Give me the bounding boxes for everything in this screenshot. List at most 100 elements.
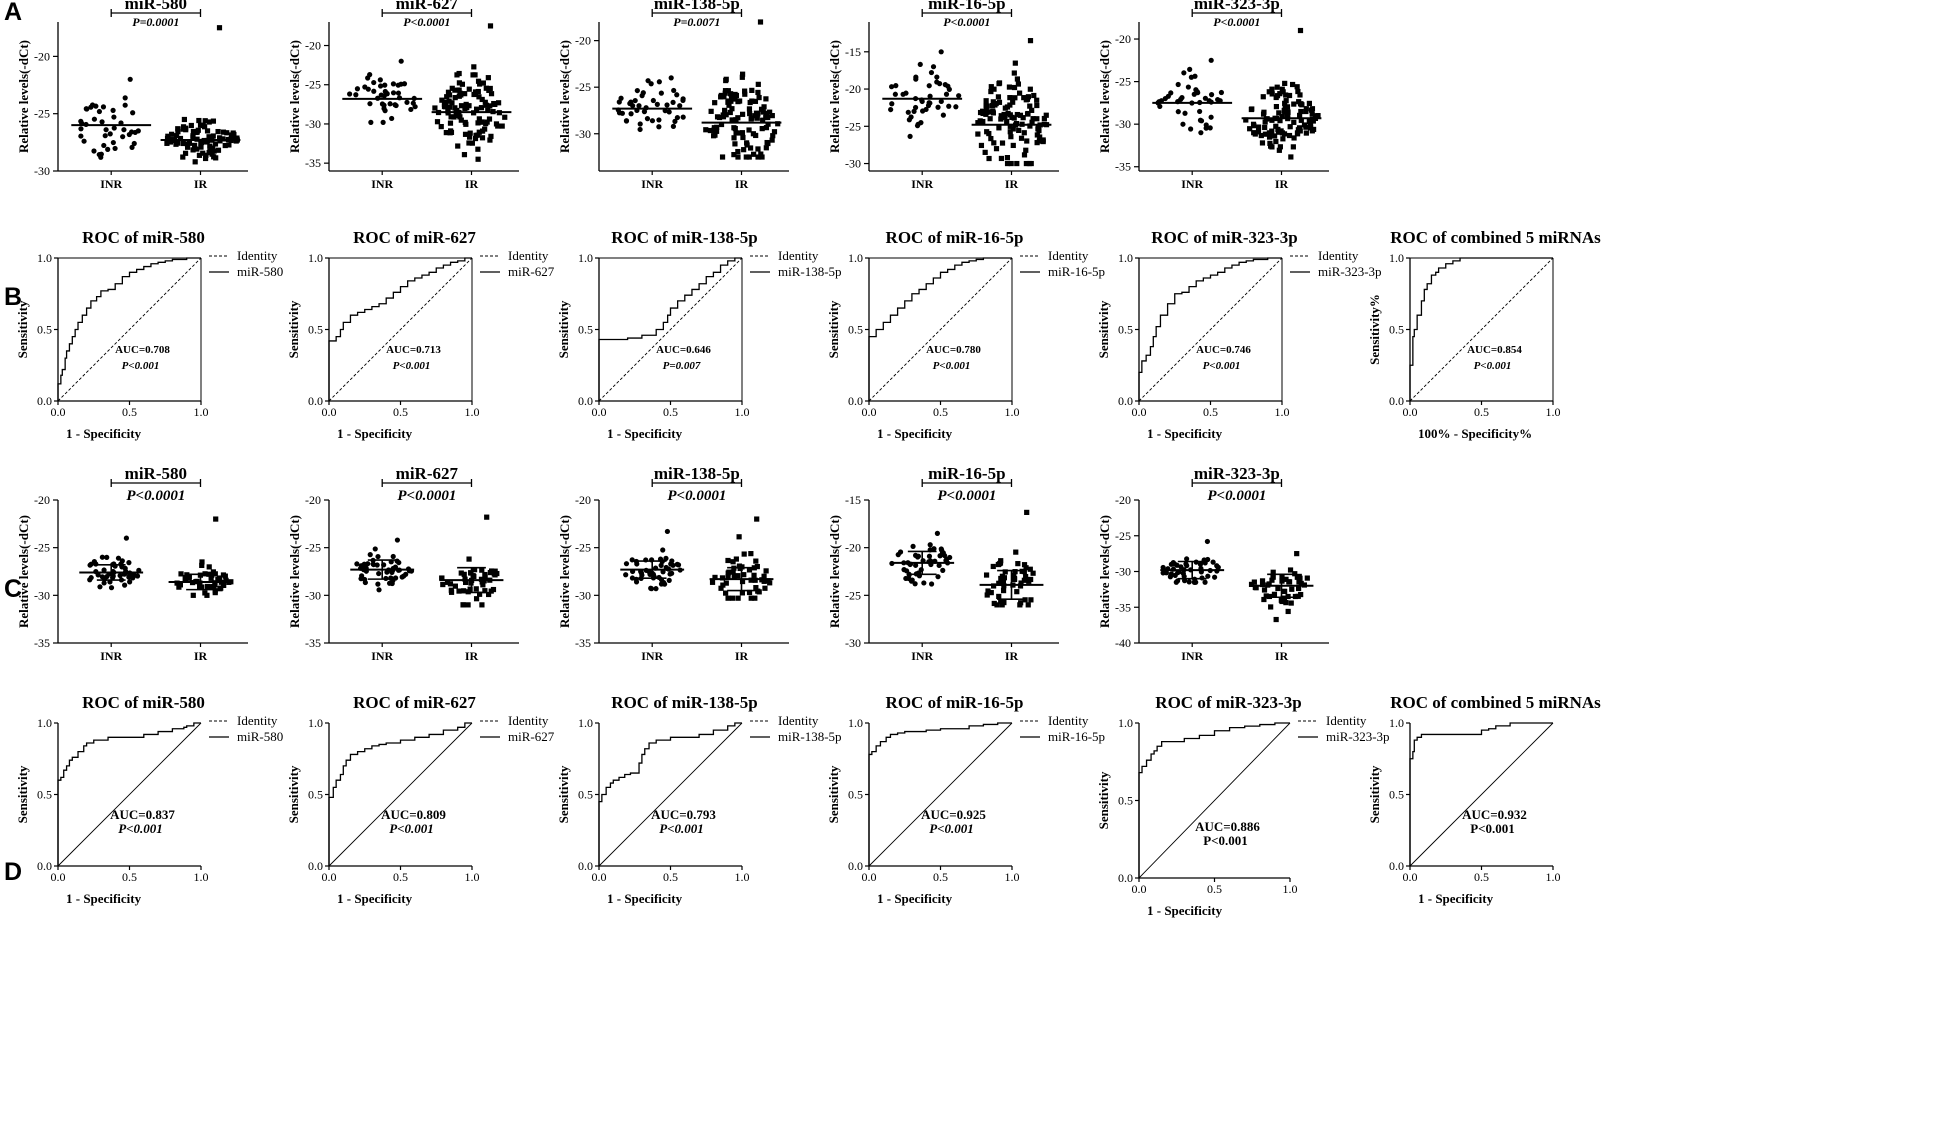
data-point-inr bbox=[670, 123, 677, 129]
chart-title: ROC of miR-16-5p bbox=[886, 228, 1024, 247]
data-point-inr bbox=[102, 576, 108, 582]
data-point-ir bbox=[1272, 133, 1278, 139]
data-point-ir bbox=[1271, 591, 1278, 597]
data-point-ir bbox=[725, 570, 731, 576]
data-point-inr bbox=[920, 108, 926, 114]
x-tick-label: 0.0 bbox=[592, 870, 607, 884]
x-tick-label: 0.5 bbox=[933, 870, 948, 884]
data-point-ir bbox=[502, 114, 508, 120]
data-point-inr bbox=[129, 144, 135, 150]
data-point-inr bbox=[1198, 130, 1204, 136]
data-point-ir bbox=[723, 76, 729, 82]
data-point-ir bbox=[763, 96, 769, 102]
x-tick-label: INR bbox=[911, 177, 933, 191]
data-point-ir bbox=[1007, 102, 1013, 108]
data-point-ir bbox=[996, 99, 1003, 105]
y-axis-label: Relative levels(-dCt) bbox=[287, 40, 302, 153]
y-tick-label: -40 bbox=[1115, 636, 1131, 650]
data-point-inr bbox=[914, 123, 921, 129]
data-point-inr bbox=[1208, 114, 1214, 120]
x-tick-label: 0.0 bbox=[862, 405, 877, 419]
data-point-inr bbox=[672, 118, 678, 124]
data-point-inr bbox=[378, 92, 384, 98]
data-point-inr bbox=[129, 129, 135, 135]
data-point-ir bbox=[723, 580, 729, 586]
data-point-inr bbox=[110, 107, 116, 113]
data-point-ir bbox=[1270, 569, 1276, 575]
data-point-ir bbox=[1315, 113, 1321, 119]
roc-curve bbox=[57, 722, 201, 866]
data-point-ir bbox=[725, 595, 731, 601]
data-point-inr bbox=[382, 82, 388, 88]
data-point-inr bbox=[353, 92, 359, 98]
panel-letter-a: A bbox=[4, 0, 22, 26]
data-point-inr bbox=[1175, 109, 1181, 115]
data-point-inr bbox=[403, 571, 409, 577]
data-point-ir bbox=[1026, 578, 1032, 584]
data-point-ir bbox=[479, 602, 485, 608]
data-point-inr bbox=[1167, 574, 1173, 580]
data-point-ir bbox=[1280, 89, 1286, 95]
data-point-ir bbox=[749, 115, 755, 121]
data-point-inr bbox=[1172, 572, 1178, 578]
data-point-ir bbox=[1266, 89, 1272, 95]
data-point-ir bbox=[1298, 108, 1304, 115]
data-point-ir bbox=[1043, 112, 1049, 118]
data-point-ir bbox=[712, 100, 718, 106]
data-point-ir bbox=[470, 573, 476, 579]
chart-title: ROC of miR-627 bbox=[353, 693, 476, 712]
y-tick-label: 0.5 bbox=[1389, 323, 1404, 337]
data-point-ir bbox=[1275, 126, 1281, 133]
data-point-inr bbox=[915, 553, 922, 559]
data-point-ir bbox=[476, 94, 482, 100]
x-axis-label: 1 - Specificity bbox=[66, 426, 142, 441]
data-point-ir bbox=[488, 133, 494, 139]
significance-label: P<0.0001 bbox=[937, 488, 996, 504]
y-tick-label: -20 bbox=[845, 541, 861, 555]
data-point-ir bbox=[1027, 38, 1034, 44]
data-point-ir bbox=[1030, 570, 1036, 576]
y-axis-label: Relative levels(-dCt) bbox=[827, 40, 842, 153]
x-tick-label: 0.0 bbox=[1403, 870, 1418, 884]
data-point-ir bbox=[1289, 586, 1295, 592]
data-point-ir bbox=[452, 95, 458, 101]
auc-label: AUC=0.854 bbox=[1467, 344, 1522, 356]
data-point-inr bbox=[117, 572, 123, 579]
auc-label: AUC=0.925 bbox=[921, 807, 986, 822]
data-point-ir bbox=[476, 116, 482, 122]
data-point-inr bbox=[127, 76, 133, 82]
x-tick-label: IR bbox=[465, 177, 479, 191]
data-point-ir bbox=[445, 108, 451, 114]
data-point-ir bbox=[1295, 88, 1301, 95]
data-point-ir bbox=[1007, 129, 1013, 135]
data-point-ir bbox=[1034, 97, 1040, 103]
legend-series-label: miR-580 bbox=[237, 729, 283, 744]
data-point-ir bbox=[985, 588, 991, 594]
chart-title: miR-323-3p bbox=[1194, 0, 1280, 13]
data-point-ir bbox=[739, 130, 746, 136]
data-point-ir bbox=[495, 100, 502, 106]
data-point-ir bbox=[1024, 509, 1030, 515]
data-point-inr bbox=[658, 90, 664, 96]
data-point-ir bbox=[473, 132, 479, 138]
data-point-ir bbox=[1285, 110, 1291, 116]
data-point-ir bbox=[452, 105, 458, 111]
data-point-ir bbox=[475, 146, 481, 152]
data-point-inr bbox=[102, 133, 108, 139]
data-point-ir bbox=[456, 87, 462, 93]
data-point-ir bbox=[998, 598, 1004, 604]
x-axis-label: 1 - Specificity bbox=[1147, 426, 1223, 441]
y-tick-label: 0.0 bbox=[308, 859, 323, 873]
data-point-ir bbox=[198, 144, 204, 150]
data-point-ir bbox=[763, 114, 769, 121]
data-point-ir bbox=[749, 87, 755, 93]
data-point-inr bbox=[84, 106, 90, 112]
panel-letter-c: C bbox=[4, 575, 22, 603]
data-point-ir bbox=[453, 108, 459, 114]
data-point-ir bbox=[180, 154, 186, 160]
data-point-inr bbox=[389, 115, 395, 122]
y-axis-label: Relative levels(-dCt) bbox=[287, 515, 302, 628]
data-point-ir bbox=[1025, 110, 1031, 117]
auc-label: AUC=0.932 bbox=[1462, 807, 1527, 822]
data-point-ir bbox=[984, 103, 990, 109]
